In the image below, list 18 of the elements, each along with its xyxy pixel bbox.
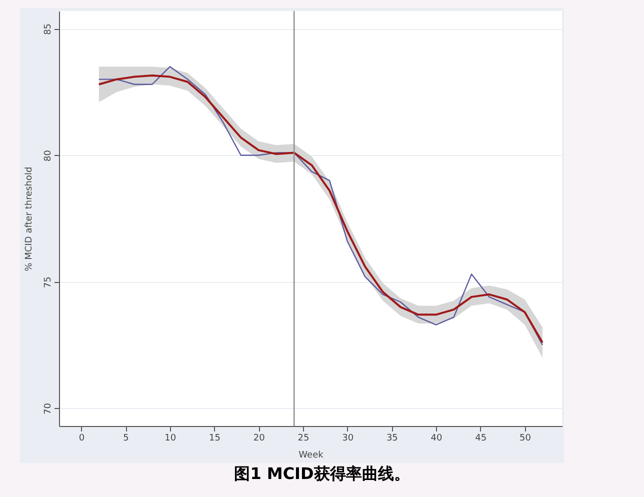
y-tick-label: 80 xyxy=(44,150,54,162)
x-tick-label: 40 xyxy=(430,434,443,444)
x-tick-label: 35 xyxy=(386,434,398,444)
text: 图1 MCID获得率曲线。 xyxy=(233,464,411,485)
x-tick-label: 5 xyxy=(123,434,129,444)
x-axis-title: Week xyxy=(298,450,324,460)
x-tick-label: 20 xyxy=(253,434,266,444)
x-tick-label: 25 xyxy=(298,434,310,444)
y-tick-label: 70 xyxy=(44,402,54,415)
y-tick-label: 75 xyxy=(44,276,54,288)
x-tick-label: 30 xyxy=(342,434,354,444)
x-tick-label: 15 xyxy=(209,434,220,444)
y-tick-label: 85 xyxy=(44,23,54,35)
x-tick-label: 45 xyxy=(475,434,487,444)
x-tick-label: 0 xyxy=(78,434,85,444)
x-tick-label: 50 xyxy=(520,434,532,444)
y-axis-title: % MCID after threshold xyxy=(24,166,34,272)
x-tick-label: 10 xyxy=(164,434,176,444)
